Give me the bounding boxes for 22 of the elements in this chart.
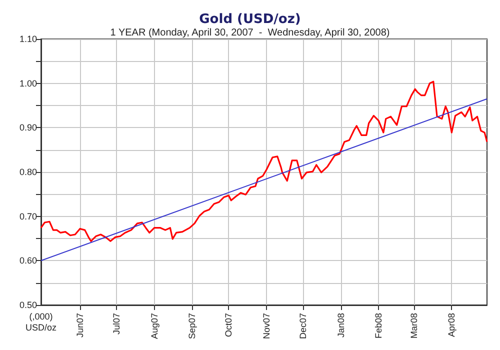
x-tick-label: Jan08: [336, 312, 346, 338]
chart-title: Gold (USD/oz): [199, 12, 301, 27]
x-tick-label: Aug07: [149, 312, 160, 340]
y-tick-label: 1.00: [19, 78, 37, 88]
x-tick-label: Oct07: [224, 312, 234, 337]
y-tick-label: 0.90: [19, 122, 37, 133]
y-tick-label: 0.50: [19, 300, 37, 310]
y-tick-label: 0.60: [19, 256, 37, 266]
x-tick-label: Dec07: [298, 312, 308, 339]
y-tick-label: 1.10: [19, 34, 37, 44]
x-tick-label: Sep07: [187, 312, 198, 340]
x-tick-label: Apr08: [446, 312, 457, 338]
chart-subtitle: 1 YEAR (Monday, April 30, 2007 - Wednesday, April 30, 2008): [110, 28, 390, 38]
x-tick-label: Nov07: [261, 312, 272, 339]
x-tick-label: Mar08: [408, 312, 419, 338]
x-tick-label: Jun07: [74, 312, 85, 338]
y-tick-label: 0.80: [19, 166, 37, 177]
y-axis-title: (,000) USD/oz: [25, 311, 57, 332]
y-tick-label: 0.70: [19, 211, 37, 222]
line-series: [40, 80, 488, 242]
x-tick-label: Feb08: [374, 312, 384, 339]
x-tick-label: Jul07: [112, 312, 122, 334]
